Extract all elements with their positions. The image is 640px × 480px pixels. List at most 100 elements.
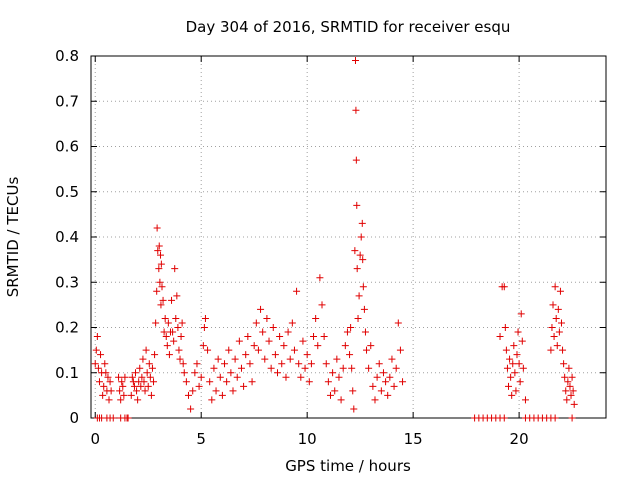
data-point bbox=[553, 342, 561, 350]
x-tick-label: 10 bbox=[298, 430, 317, 448]
x-tick-labels: 0 5 10 15 20 bbox=[90, 430, 528, 448]
data-point bbox=[293, 287, 301, 295]
y-tick-label: 0.6 bbox=[55, 138, 79, 156]
data-point bbox=[382, 378, 390, 386]
data-point bbox=[379, 369, 387, 377]
data-point bbox=[269, 324, 277, 331]
data-point bbox=[359, 256, 367, 264]
data-point bbox=[157, 301, 165, 309]
data-point bbox=[297, 373, 305, 381]
data-point bbox=[557, 319, 565, 327]
data-point bbox=[95, 378, 103, 386]
data-point bbox=[120, 391, 128, 399]
data-point bbox=[173, 292, 181, 300]
data-point bbox=[550, 333, 558, 341]
data-point bbox=[515, 360, 523, 368]
data-point bbox=[519, 364, 527, 372]
data-point bbox=[563, 396, 571, 404]
data-point bbox=[170, 337, 178, 345]
data-point bbox=[154, 247, 162, 255]
data-point bbox=[142, 346, 150, 354]
data-point bbox=[276, 333, 284, 341]
data-point bbox=[191, 369, 199, 377]
data-point bbox=[237, 364, 245, 372]
data-point bbox=[225, 346, 233, 354]
data-point bbox=[367, 342, 375, 350]
data-point bbox=[570, 400, 578, 408]
data-point bbox=[343, 328, 351, 336]
data-point bbox=[147, 391, 155, 399]
data-point bbox=[500, 283, 508, 291]
data-point bbox=[212, 387, 220, 395]
data-point bbox=[157, 251, 165, 259]
data-point bbox=[521, 396, 529, 404]
data-point bbox=[156, 278, 164, 286]
data-point bbox=[510, 342, 518, 350]
data-point bbox=[223, 378, 231, 386]
data-point bbox=[195, 382, 203, 390]
data-point bbox=[162, 333, 170, 341]
data-point bbox=[169, 328, 177, 336]
data-point bbox=[361, 328, 369, 336]
data-point bbox=[177, 333, 185, 341]
y-tick-label: 0.8 bbox=[55, 47, 79, 65]
data-point bbox=[94, 364, 102, 372]
data-point bbox=[560, 360, 568, 368]
data-point bbox=[501, 324, 509, 331]
data-point bbox=[341, 342, 349, 350]
data-point bbox=[153, 224, 161, 232]
data-point bbox=[118, 378, 126, 386]
data-point bbox=[516, 378, 524, 386]
data-point bbox=[324, 378, 332, 386]
data-point bbox=[551, 283, 559, 291]
data-point bbox=[568, 373, 576, 381]
data-points bbox=[91, 57, 578, 422]
data-point bbox=[204, 346, 212, 354]
data-point bbox=[138, 373, 146, 381]
data-point bbox=[139, 355, 147, 363]
data-point bbox=[201, 314, 209, 322]
data-point bbox=[134, 396, 142, 404]
data-point bbox=[206, 378, 214, 386]
data-point bbox=[132, 369, 140, 377]
data-point bbox=[333, 355, 341, 363]
data-point bbox=[568, 414, 576, 422]
data-point bbox=[331, 387, 339, 395]
chart-title: Day 304 of 2016, SRMTID for receiver esq… bbox=[186, 18, 511, 36]
data-point bbox=[556, 287, 564, 295]
data-point bbox=[314, 342, 322, 350]
data-point bbox=[566, 382, 574, 390]
data-point bbox=[157, 260, 165, 268]
data-point bbox=[257, 305, 265, 313]
data-point bbox=[101, 360, 109, 368]
data-point bbox=[161, 314, 169, 322]
data-point bbox=[152, 319, 160, 327]
data-point bbox=[250, 342, 258, 350]
data-point bbox=[263, 314, 271, 322]
data-point bbox=[329, 369, 337, 377]
data-point bbox=[104, 373, 112, 381]
data-point bbox=[354, 314, 362, 322]
grid bbox=[91, 55, 606, 419]
data-point bbox=[552, 314, 560, 322]
y-tick-label: 0.1 bbox=[55, 364, 79, 382]
data-point bbox=[388, 355, 396, 363]
data-point bbox=[115, 373, 123, 381]
data-point bbox=[303, 351, 311, 359]
data-point bbox=[548, 324, 556, 331]
data-point bbox=[214, 355, 222, 363]
data-point bbox=[160, 328, 168, 336]
data-point bbox=[261, 355, 269, 363]
data-point bbox=[352, 156, 360, 164]
y-tick-label: 0.3 bbox=[55, 273, 79, 291]
data-point bbox=[175, 346, 183, 354]
data-point bbox=[107, 387, 115, 395]
data-point bbox=[353, 265, 361, 273]
data-point bbox=[246, 360, 254, 368]
data-point bbox=[136, 364, 144, 372]
y-tick-label: 0.7 bbox=[55, 92, 79, 110]
data-point bbox=[137, 382, 145, 390]
data-point bbox=[365, 364, 373, 372]
data-point bbox=[229, 387, 237, 395]
x-tick-label: 15 bbox=[404, 430, 423, 448]
